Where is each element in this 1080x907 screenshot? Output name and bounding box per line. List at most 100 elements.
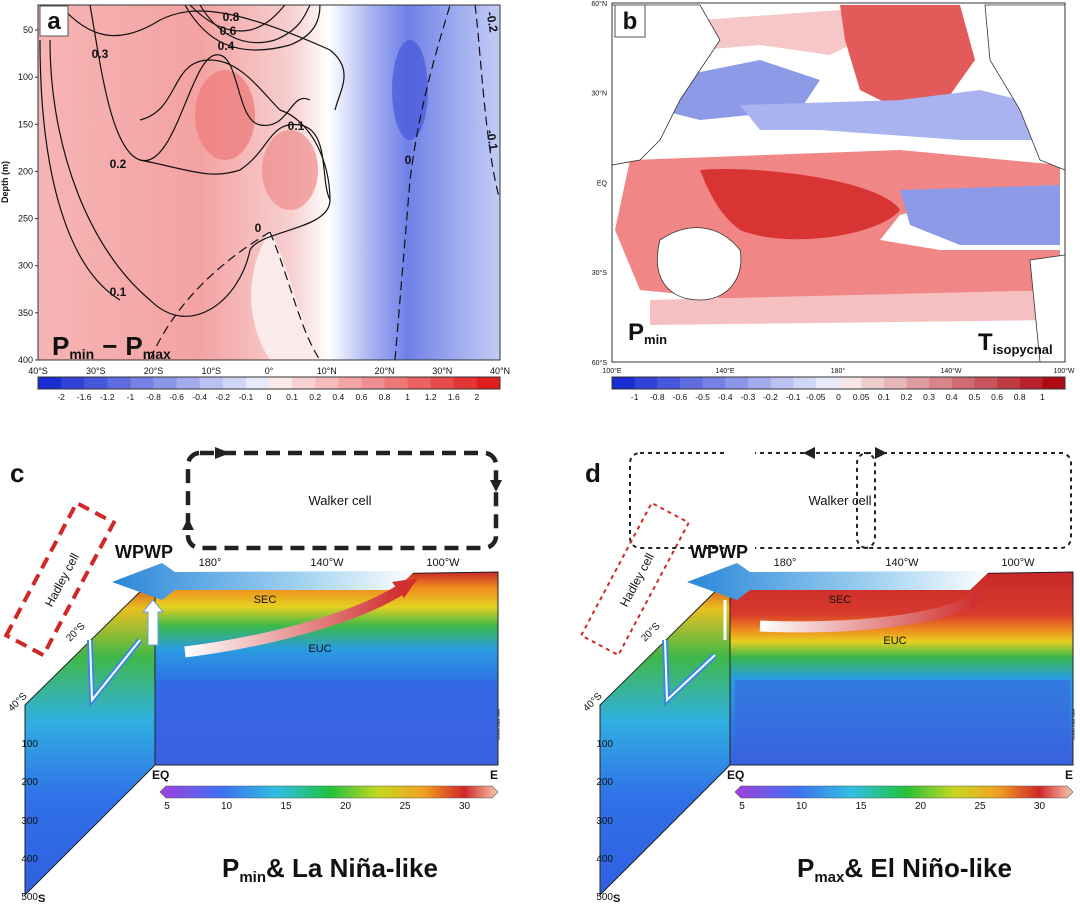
y-tick-label: 400 — [18, 355, 33, 365]
colorbar-tick-label: 0.1 — [878, 392, 890, 402]
colorbar-cell — [1019, 377, 1043, 389]
eq-label: EQ — [152, 768, 169, 782]
negative-contours — [149, 4, 501, 361]
hadley-loop — [579, 501, 691, 657]
colorbar-cell — [702, 377, 726, 389]
colorbar-cell — [222, 377, 247, 389]
colorbar-tick-label: 5 — [739, 801, 745, 812]
colorbar-cell — [476, 377, 501, 389]
colorbar-tick-label: -0.2 — [763, 392, 778, 402]
caption-main: P — [797, 853, 814, 883]
colorbar-frame — [611, 376, 1066, 390]
colorbar-tick-label: -1 — [631, 392, 639, 402]
x-tick-label: 40°S — [28, 366, 48, 376]
panel-a: a Depth (m) Pmin − Pmax -2 -1.6 -1.2 -1 -0.8 -0… — [0, 4, 510, 402]
colorbar-tick-label: 15 — [280, 801, 292, 812]
colorbar-cell — [634, 377, 658, 389]
colorbar-cell — [906, 377, 930, 389]
walker-loop — [185, 450, 499, 551]
shade — [251, 230, 320, 360]
lon-tick-label: 180° — [199, 557, 222, 569]
sec-arrow — [687, 563, 990, 600]
colorbar-tick-label: 1.2 — [425, 392, 437, 402]
colorbar-tick-label: 0.3 — [923, 392, 935, 402]
colorbar-cell — [384, 377, 409, 389]
colorbar-tick-label: 1 — [1040, 392, 1045, 402]
depth-tick-label: 400 — [21, 854, 38, 865]
contour-label: -0.1 — [483, 129, 500, 152]
colorbar-cell — [315, 377, 339, 389]
colorbar-tick-label: 0.05 — [853, 392, 870, 402]
map-shade — [840, 5, 975, 110]
x-tick-label: 30°N — [432, 366, 452, 376]
colorbar-tick-label: 2 — [475, 392, 480, 402]
colorbar-tick-label: 0.1 — [286, 392, 298, 402]
panel-label: b — [623, 8, 638, 35]
land — [657, 227, 742, 301]
caption-rest: & La Niña-like — [266, 853, 438, 883]
contour-line — [49, 39, 331, 317]
colorbar-cell — [107, 377, 131, 389]
euc-head — [970, 592, 987, 608]
map-shade — [650, 290, 1060, 325]
colorbar-tick-label: -0.4 — [718, 392, 733, 402]
deep-water — [735, 680, 1070, 762]
x-tick-label: 20°N — [374, 366, 394, 376]
caption-sub: max — [814, 869, 845, 886]
text-main: P — [628, 319, 644, 346]
contour-line — [189, 4, 286, 32]
title-part: P — [125, 331, 142, 361]
colorbar-cell — [815, 377, 839, 389]
colorbar-tick-label: -0.6 — [673, 392, 688, 402]
colorbar-tick-label: 0.6 — [991, 392, 1003, 402]
colorbar-cell — [269, 377, 293, 389]
colorbar-tick-label: 10 — [796, 801, 808, 812]
lat-tick-label: 60°S — [592, 359, 608, 367]
east-label: E — [490, 768, 498, 782]
lat-tick-label: 20°S — [64, 621, 87, 644]
sec-arrow — [112, 563, 415, 600]
contour-line — [149, 231, 271, 361]
lat-tick-label: EQ — [597, 180, 608, 187]
south-label: S — [38, 893, 45, 905]
colorbar-tick-label: -1.6 — [77, 392, 92, 402]
colorbar-tick-label: 0.2 — [309, 392, 321, 402]
euc-arrow — [184, 585, 403, 658]
panel-label: a — [47, 8, 61, 35]
colorbar-cell — [38, 377, 62, 389]
depth-tick-label: 100 — [21, 739, 38, 750]
colorbar-tick-label: -0.2 — [215, 392, 230, 402]
y-tick-label: 250 — [18, 214, 33, 224]
panel-title: Pmin − Pmax — [52, 331, 171, 362]
colorbar-tick-label: 0.8 — [379, 392, 391, 402]
depth-tick-label: 200 — [596, 777, 613, 788]
contour-line — [59, 4, 345, 111]
colorbar-cell — [793, 377, 817, 389]
contour-line — [139, 123, 331, 201]
panel-text: Pmin — [628, 319, 667, 347]
colorbar-tick-label: -0.8 — [146, 392, 161, 402]
colorbar-tick-label: -0.4 — [192, 392, 207, 402]
colorbar — [734, 785, 1074, 799]
colorbar-tick-label: -1.2 — [100, 392, 115, 402]
contour-label: 0.8 — [223, 10, 240, 24]
euc-arrow — [759, 595, 978, 633]
map-shade — [700, 169, 900, 240]
walker-loop — [856, 452, 1072, 549]
colorbar-tick-label: -0.1 — [786, 392, 801, 402]
text-sub: isopycnal — [993, 342, 1053, 357]
caption-sub: min — [239, 869, 266, 886]
depth-tick-label: 100 — [596, 739, 613, 750]
euc-label: EUC — [883, 635, 906, 647]
upwelling-arrow — [141, 599, 165, 646]
contour-label: 0.3 — [92, 47, 109, 61]
colorbar-frame — [37, 376, 501, 390]
caption: Pmax& El Niño-like — [797, 853, 1012, 886]
colorbar: -2 -1.6 -1.2 -1 -0.8 -0.6 -0.4 -0.2 -0.1 0 0.1 0.2 0… — [37, 376, 501, 402]
lon-tick-label: 100°W — [1053, 367, 1074, 375]
contour-line — [269, 231, 321, 361]
colorbar-cell — [453, 377, 478, 389]
colorbar-cell — [361, 377, 385, 389]
x-tick-label: 40°N — [490, 366, 510, 376]
